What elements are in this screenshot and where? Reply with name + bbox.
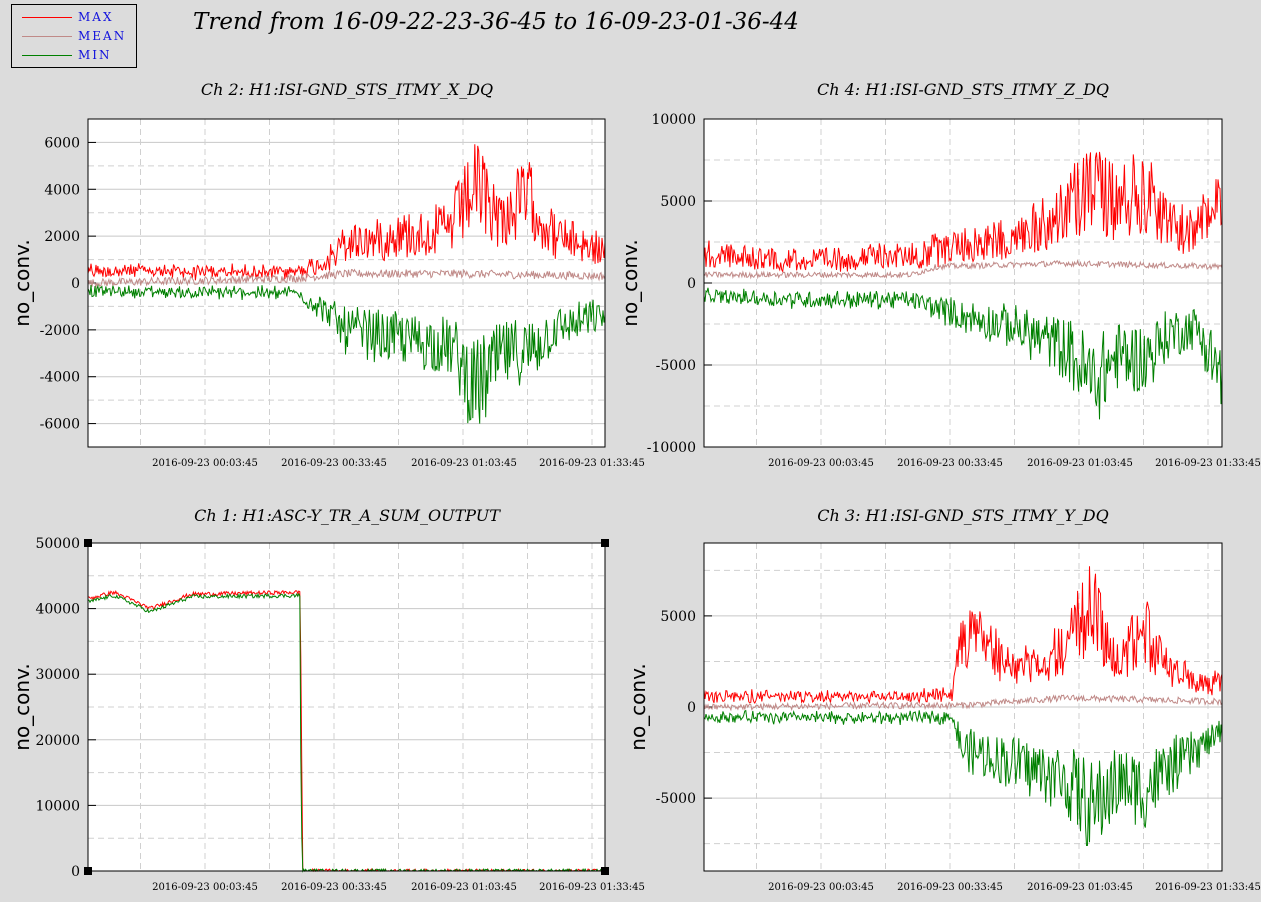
x-tick-label: 2016-09-23 01:03:45 [1027,882,1133,893]
y-tick-label: 2000 [44,229,80,245]
plot-frame [87,542,606,872]
main-title: Trend from 16-09-22-23-36-45 to 16-09-23… [193,9,799,35]
y-tick-label: -5000 [656,791,696,807]
x-tick-label: 2016-09-23 01:03:45 [411,458,517,469]
x-tick-label: 2016-09-23 00:33:45 [897,458,1003,469]
plot-frame [87,118,606,448]
plot-frame [703,118,1223,448]
y-axis-label: no_conv. [618,239,642,326]
y-tick-label: 5000 [660,194,696,210]
x-tick-label: 2016-09-23 01:33:45 [539,882,645,893]
x-tick-label: 2016-09-23 01:03:45 [1027,458,1133,469]
y-tick-label: 10000 [35,798,80,814]
selection-handle [601,867,609,875]
selection-handle [84,539,92,547]
y-tick-label: -4000 [40,370,80,386]
legend-swatch-max [22,17,72,18]
y-tick-label: 10000 [651,112,696,128]
series-line-max [703,151,1223,273]
y-tick-label: 0 [687,276,696,292]
y-tick-label: 4000 [44,182,80,198]
x-tick-label: 2016-09-23 00:33:45 [281,458,387,469]
x-tick-label: 2016-09-23 00:03:45 [152,882,258,893]
series-line-min [703,709,1223,847]
plot-frame [703,542,1223,872]
y-tick-label: 0 [71,864,80,880]
x-tick-label: 2016-09-23 00:33:45 [897,882,1003,893]
legend-box: MAX MEAN MIN [11,4,137,68]
panel-title-ch3: Ch 3: H1:ISI-GND_STS_ITMY_Y_DQ [817,506,1109,525]
x-tick-label: 2016-09-23 00:03:45 [768,458,874,469]
series-line-max [87,144,606,281]
y-tick-label: 5000 [660,609,696,625]
y-tick-label: 6000 [44,135,80,151]
x-tick-label: 2016-09-23 00:33:45 [281,882,387,893]
y-tick-label: 30000 [35,667,80,683]
panel-title-ch4: Ch 4: H1:ISI-GND_STS_ITMY_Z_DQ [816,80,1110,99]
y-tick-label: -10000 [647,440,696,456]
legend-swatch-min [22,55,72,56]
y-tick-label: 20000 [35,733,80,749]
legend-label-min: MIN [78,48,112,62]
x-tick-label: 2016-09-23 00:03:45 [768,882,874,893]
y-tick-label: 50000 [35,536,80,552]
series-line-mean [703,694,1223,712]
y-tick-label: -2000 [40,323,80,339]
legend-item-mean: MEAN [12,28,138,46]
y-axis-label: no_conv. [10,239,34,326]
x-tick-label: 2016-09-23 01:33:45 [1155,882,1261,893]
x-tick-label: 2016-09-23 00:03:45 [152,458,258,469]
series-line-max [703,566,1223,705]
x-tick-label: 2016-09-23 01:33:45 [539,458,645,469]
legend-item-min: MIN [12,47,138,65]
x-tick-label: 2016-09-23 01:33:45 [1155,458,1261,469]
y-tick-label: 40000 [35,602,80,618]
y-tick-label: 0 [687,700,696,716]
y-axis-label: no_conv. [10,663,34,750]
legend-item-max: MAX [12,9,138,27]
series-line-min [87,284,606,424]
y-tick-label: -5000 [656,358,696,374]
x-tick-label: 2016-09-23 01:03:45 [411,882,517,893]
legend-label-mean: MEAN [78,29,127,43]
y-tick-label: 0 [71,276,80,292]
y-axis-label: no_conv. [626,663,650,750]
selection-handle [601,539,609,547]
legend-swatch-mean [22,36,72,37]
series-line-mean [703,258,1223,280]
series-line-mean [87,268,606,289]
panel-title-ch1: Ch 1: H1:ASC-Y_TR_A_SUM_OUTPUT [194,506,500,525]
series-line-min [703,287,1223,420]
y-tick-label: -6000 [40,417,80,433]
panel-title-ch2: Ch 2: H1:ISI-GND_STS_ITMY_X_DQ [200,80,494,99]
legend-label-max: MAX [78,10,114,24]
selection-handle [84,867,92,875]
